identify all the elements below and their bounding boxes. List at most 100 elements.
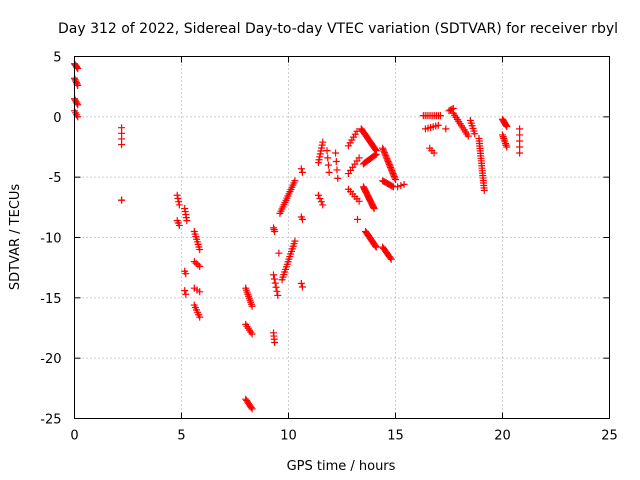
data-point <box>380 149 388 157</box>
data-point <box>72 98 80 106</box>
data-point <box>355 154 363 162</box>
data-point <box>324 154 332 162</box>
data-point <box>388 168 396 176</box>
x-axis-label: GPS time / hours <box>287 459 396 474</box>
x-tick-label: 25 <box>601 429 618 444</box>
y-tick-label: -20 <box>40 352 61 367</box>
data-point <box>500 136 508 144</box>
data-point <box>319 138 327 146</box>
data-point <box>502 121 510 129</box>
data-point <box>390 171 398 179</box>
data-point <box>298 168 306 176</box>
data-point <box>275 249 283 257</box>
data-point <box>74 65 82 73</box>
data-point <box>319 201 327 209</box>
data-point <box>314 191 322 199</box>
data-point <box>317 198 325 206</box>
data-point <box>372 242 380 250</box>
data-point <box>291 237 299 245</box>
data-points <box>71 60 524 413</box>
data-point <box>196 262 204 270</box>
y-tick-label: 0 <box>53 111 61 126</box>
y-tick-label: -25 <box>40 413 61 428</box>
data-point <box>248 330 256 338</box>
y-tick-label: -15 <box>40 292 61 307</box>
data-point <box>175 221 183 229</box>
chart-title: Day 312 of 2022, Sidereal Day-to-day VTE… <box>58 21 618 37</box>
data-point <box>385 159 393 167</box>
data-point <box>500 134 508 142</box>
data-point <box>271 338 279 346</box>
data-point <box>387 255 395 263</box>
data-point <box>196 246 204 254</box>
data-point <box>297 165 305 173</box>
data-point <box>270 275 278 283</box>
data-point <box>385 161 393 169</box>
data-point <box>194 261 202 269</box>
data-point <box>370 205 378 213</box>
data-point <box>71 96 79 104</box>
data-point <box>173 191 181 199</box>
data-point <box>391 174 399 182</box>
data-point <box>392 176 399 184</box>
data-point <box>298 215 306 223</box>
y-tick-labels: 5 0 -5 -10 -15 -20 -25 <box>40 51 61 428</box>
data-point <box>323 147 331 155</box>
data-point <box>332 149 340 157</box>
data-point <box>183 217 191 225</box>
data-point <box>175 198 183 206</box>
x-tick-label: 10 <box>280 429 297 444</box>
data-point <box>390 173 398 181</box>
grid <box>74 56 610 419</box>
data-point <box>386 162 394 170</box>
data-point <box>118 141 126 149</box>
data-point <box>499 131 506 139</box>
data-point <box>332 157 340 165</box>
data-point <box>74 101 82 109</box>
data-point <box>516 131 524 139</box>
data-point <box>503 143 511 151</box>
data-point <box>353 127 361 135</box>
data-point <box>388 167 396 175</box>
data-point <box>499 133 507 141</box>
data-point <box>190 258 198 266</box>
y-tick-label: 5 <box>53 51 61 66</box>
data-point <box>316 194 324 202</box>
data-point <box>379 146 387 154</box>
data-point <box>354 215 362 223</box>
data-point <box>273 287 281 295</box>
x-tick-label: 20 <box>494 429 511 444</box>
data-point <box>248 302 256 310</box>
data-point <box>181 287 189 295</box>
data-point <box>182 290 190 298</box>
data-point <box>436 112 444 120</box>
data-point <box>388 182 396 190</box>
data-point <box>74 81 82 89</box>
data-point <box>174 194 182 202</box>
plot-frame <box>74 56 610 419</box>
data-point <box>333 166 341 174</box>
data-point <box>248 405 256 413</box>
data-point <box>448 105 456 113</box>
data-point <box>389 170 397 178</box>
data-point <box>271 279 279 287</box>
data-point <box>274 291 282 299</box>
data-point <box>382 153 390 161</box>
data-point <box>516 143 524 151</box>
data-point <box>516 125 524 133</box>
data-point <box>387 164 395 172</box>
data-point <box>192 259 200 267</box>
data-point <box>471 130 479 138</box>
data-point <box>182 270 190 278</box>
data-point <box>291 177 299 185</box>
data-point <box>384 156 392 164</box>
data-point <box>502 140 510 148</box>
data-point <box>502 141 510 149</box>
y-tick-label: -5 <box>49 171 62 186</box>
data-point <box>386 254 394 262</box>
data-point <box>387 165 395 173</box>
data-point <box>400 180 408 188</box>
x-tick-label: 0 <box>70 429 78 444</box>
data-point <box>196 313 204 321</box>
